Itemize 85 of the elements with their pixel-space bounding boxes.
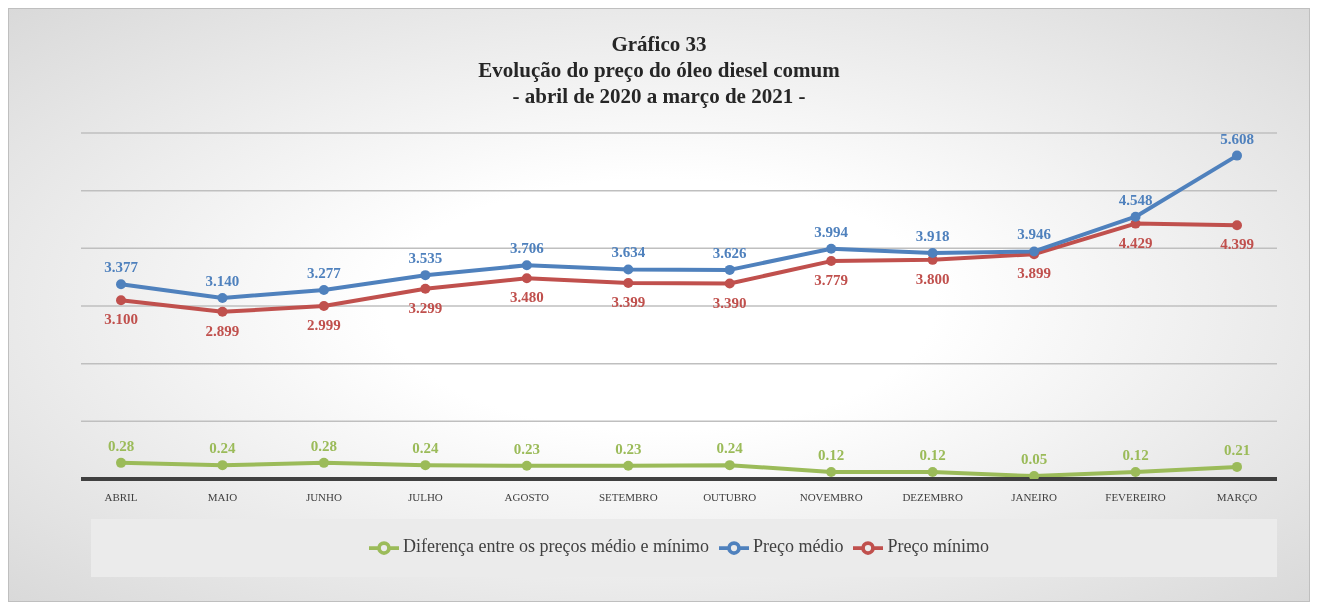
data-label: 5.608 [1220,130,1254,147]
x-tick-label: OUTUBRO [703,490,757,503]
point [318,301,329,312]
point [420,283,431,294]
point [521,273,532,284]
data-label: 2.899 [205,322,240,339]
data-label: 3.140 [205,272,240,289]
x-tick-label: JULHO [407,490,443,503]
point [724,264,735,275]
data-label: 0.12 [818,447,845,464]
data-label: 3.918 [915,228,950,245]
point [623,460,634,471]
point [521,260,532,271]
point [420,460,431,471]
data-label: 0.24 [716,440,744,457]
x-tick-label: SETEMBRO [598,490,658,503]
data-label: 3.377 [104,259,139,276]
data-label: 3.399 [611,293,646,310]
point [927,248,938,259]
chart-title: Gráfico 33 [610,31,708,57]
point [1130,211,1141,222]
data-label: 3.277 [307,265,342,282]
data-label: 3.299 [408,299,443,316]
data-label: 0.23 [513,440,540,457]
data-label: 4.429 [1118,234,1153,251]
data-label: 0.05 [1020,451,1048,468]
data-label: 3.779 [814,272,849,289]
data-label: 3.994 [814,223,849,240]
data-label: 3.800 [915,270,950,287]
point [521,460,532,471]
point [623,277,634,288]
point [116,457,126,468]
data-label: 3.899 [1017,265,1051,282]
data-label: 0.12 [919,447,946,464]
point [826,256,837,267]
data-label: 2.999 [307,317,341,334]
legend-label: Preço médio [752,536,844,557]
data-label: 3.946 [1017,226,1052,243]
point [1130,467,1141,478]
point [217,306,228,317]
legend-label: Diferença entre os preços médio e mínimo [403,536,709,557]
point [927,467,938,478]
data-label: 3.706 [509,240,545,257]
x-tick-label: JANEIRO [1011,490,1058,503]
data-label: 4.399 [1220,236,1254,253]
x-tick-label: ABRIL [104,490,138,503]
point [1232,461,1242,472]
chart-subtitle: Evolução do preço do óleo diesel comum - abril de 2020 a março de 2021 - [477,57,841,109]
data-label: 0.23 [615,440,642,457]
point [116,295,126,306]
point [116,279,126,290]
data-label: 0.28 [107,437,135,454]
point [318,285,329,296]
point [1232,150,1242,161]
x-tick-label: MARÇO [1216,490,1258,503]
data-label: 3.634 [611,244,646,261]
point [1029,471,1040,479]
point [724,278,735,289]
x-tick-label: MAIO [207,490,238,503]
x-tick-label: AGOSTO [504,490,550,503]
point [420,270,431,281]
point [826,467,837,478]
data-label: 0.12 [1122,447,1149,464]
point [318,457,329,468]
point [623,264,634,275]
data-label: 3.535 [408,250,443,267]
data-label: 0.28 [310,437,338,454]
x-tick-label: NOVEMBRO [799,490,863,503]
point [724,460,735,471]
data-label: 4.548 [1118,191,1153,208]
data-label: 0.24 [209,440,237,457]
point [217,292,228,303]
x-tick-label: DEZEMBRO [902,490,963,503]
point [1232,220,1242,231]
x-tick-label: JUNHO [305,490,342,503]
data-label: 3.626 [712,244,748,261]
point [826,243,837,254]
legend-label: Preço mínimo [887,536,989,557]
data-label: 0.24 [412,440,439,457]
x-tick-label: FEVEREIRO [1105,490,1166,503]
data-label: 3.480 [509,289,544,306]
point [217,460,228,471]
data-label: 0.21 [1223,441,1251,458]
data-label: 3.100 [104,311,138,328]
data-label: 3.390 [712,294,747,311]
